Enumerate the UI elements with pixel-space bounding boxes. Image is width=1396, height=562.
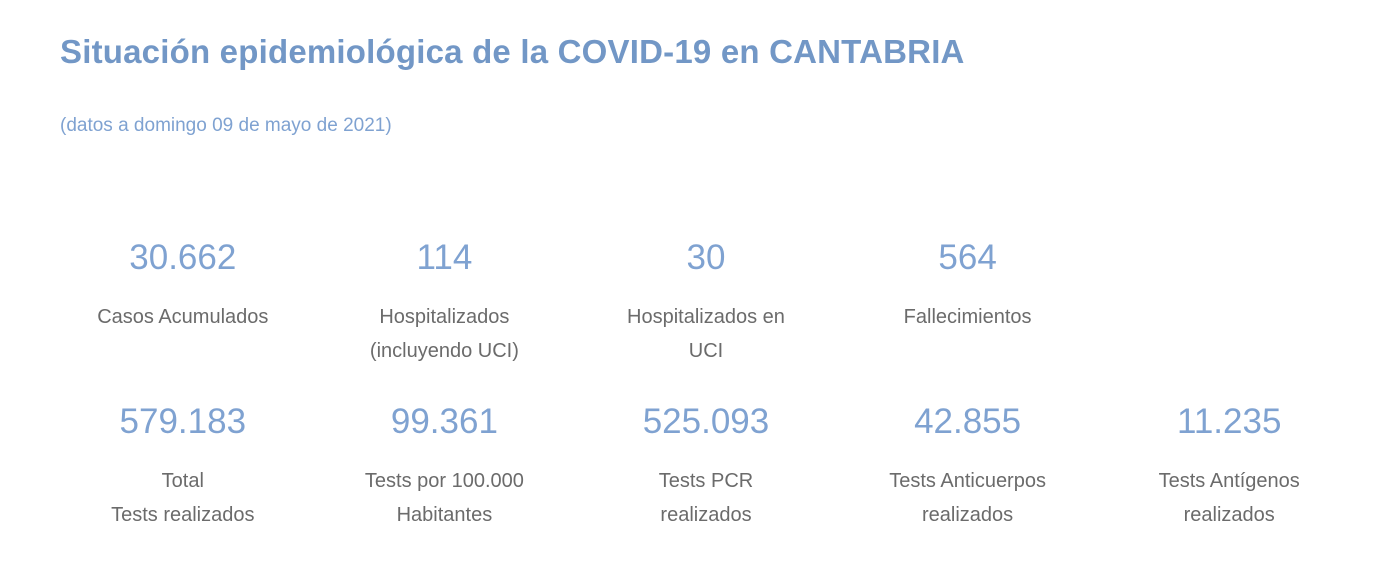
kpi-label-line: realizados [1183,504,1275,526]
kpi-value: 30.662 [129,238,237,277]
kpi-label-line: Tests Anticuerpos [889,470,1046,492]
dashboard-header: Situación epidemiológica de la COVID-19 … [0,0,1396,138]
kpi-label-line: Habitantes [396,504,493,526]
kpi-label-line: Tests PCR [658,470,754,492]
kpi-label: Hospitalizados en UCI [575,300,837,368]
kpi-label-line: Tests realizados [111,504,255,526]
kpi-grid: 30.662 Casos Acumulados 114 Hospitalizad… [52,238,1360,532]
kpi-label: Tests por 100.000 Habitantes [314,464,576,532]
kpi-label-line: Hospitalizados [379,306,510,328]
kpi-value: 42.855 [914,402,1022,441]
kpi-card-fallecimientos: 564 Fallecimientos [837,238,1099,368]
kpi-label-line: realizados [922,504,1014,526]
kpi-card-tests-antigenos: 11.235 Tests Antígenos realizados [1098,402,1360,532]
kpi-label-line: Hospitalizados en [627,306,785,328]
kpi-value: 99.361 [390,402,498,441]
kpi-card-tests-por-100000: 99.361 Tests por 100.000 Habitantes [314,402,576,532]
kpi-card-hospitalizados-uci: 30 Hospitalizados en UCI [575,238,837,368]
kpi-label-line: Tests por 100.000 [364,470,524,492]
kpi-value: 579.183 [119,402,247,441]
kpi-label: Hospitalizados (incluyendo UCI) [314,300,576,368]
kpi-label-line: Casos Acumulados [97,306,269,328]
kpi-label: Fallecimientos [837,300,1099,334]
kpi-value: 11.235 [1176,402,1282,441]
kpi-label: Tests Antígenos realizados [1098,464,1360,532]
kpi-label-line: Tests Antígenos [1158,470,1300,492]
kpi-value: 114 [416,238,473,277]
kpi-label: Tests PCR realizados [575,464,837,532]
page-subtitle: (datos a domingo 09 de mayo de 2021) [60,115,392,136]
kpi-card-hospitalizados: 114 Hospitalizados (incluyendo UCI) [314,238,576,368]
kpi-label-line: Fallecimientos [903,306,1032,328]
kpi-card-total-tests: 579.183 Total Tests realizados [52,402,314,532]
kpi-label-line: (incluyendo UCI) [369,340,519,362]
kpi-card-casos-acumulados: 30.662 Casos Acumulados [52,238,314,368]
kpi-label: Total Tests realizados [52,464,314,532]
kpi-card-tests-pcr: 525.093 Tests PCR realizados [575,402,837,532]
kpi-value: 30 [686,238,726,277]
kpi-grid-spacer [1098,238,1360,368]
kpi-label-line: UCI [688,340,724,362]
page-title: Situación epidemiológica de la COVID-19 … [60,33,965,70]
kpi-value: 525.093 [642,402,770,441]
kpi-value: 564 [938,238,997,277]
kpi-label-line: realizados [660,504,752,526]
kpi-label-line: Total [161,470,204,492]
kpi-label: Tests Anticuerpos realizados [837,464,1099,532]
kpi-label: Casos Acumulados [52,300,314,334]
kpi-card-tests-anticuerpos: 42.855 Tests Anticuerpos realizados [837,402,1099,532]
